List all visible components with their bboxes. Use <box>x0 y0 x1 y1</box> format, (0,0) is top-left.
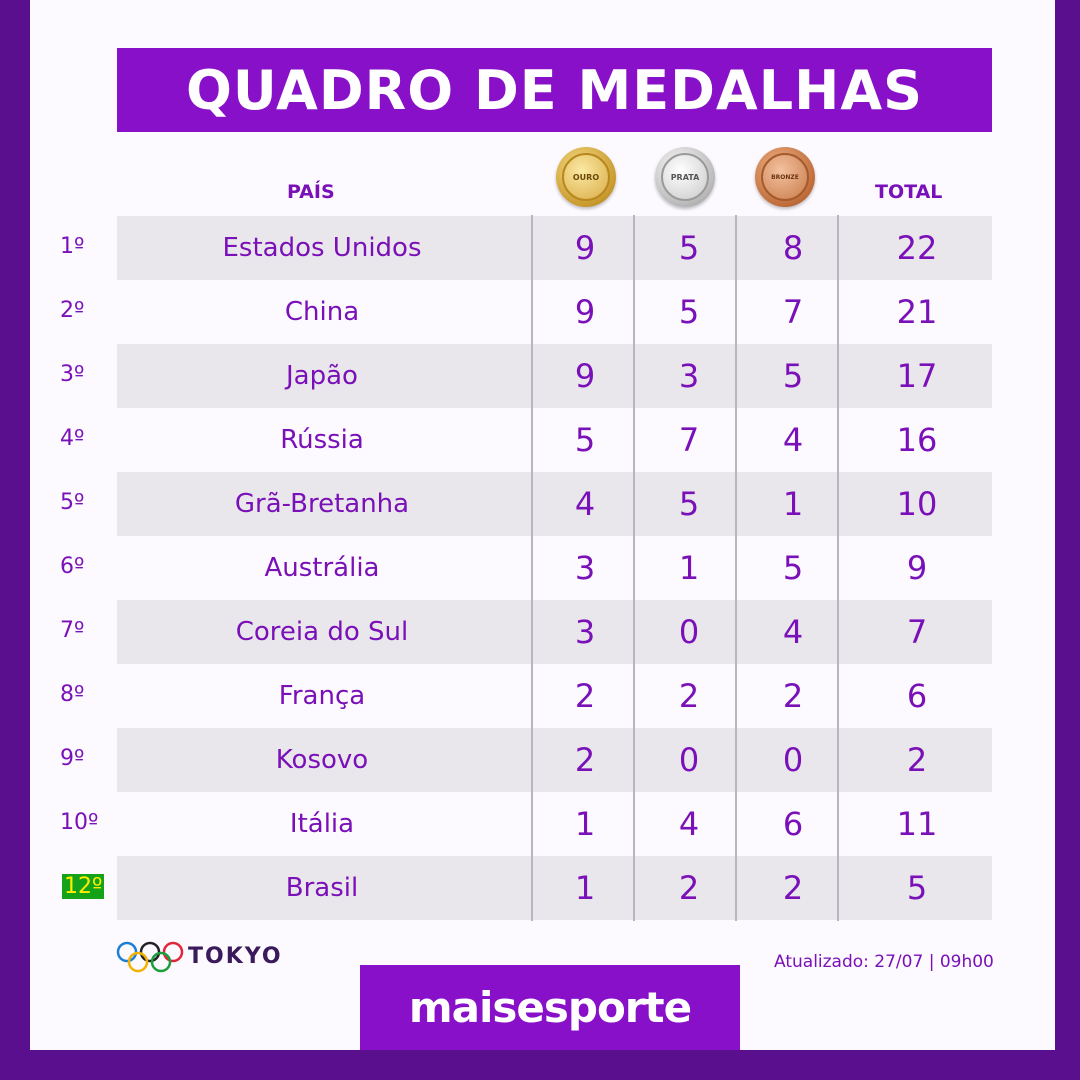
rank-label: 2º <box>60 298 85 323</box>
total-count: 5 <box>906 869 928 907</box>
table-row: Coreia do Sul 3 0 4 7 <box>117 600 992 664</box>
total-count: 6 <box>906 677 928 715</box>
bronze-count: 4 <box>782 421 804 459</box>
silver-medal-icon: PRATA <box>655 147 715 207</box>
total-count: 10 <box>896 485 938 523</box>
table-row: Grã-Bretanha 4 5 1 10 <box>117 472 992 536</box>
gold-count: 2 <box>574 741 596 779</box>
total-count: 2 <box>906 741 928 779</box>
brand-banner: maisesporte <box>360 965 740 1050</box>
gold-count: 5 <box>574 421 596 459</box>
silver-count: 5 <box>678 485 700 523</box>
gold-count: 9 <box>574 229 596 267</box>
silver-count: 5 <box>678 293 700 331</box>
table-row: Kosovo 2 0 0 2 <box>117 728 992 792</box>
table-row: Japão 9 3 5 17 <box>117 344 992 408</box>
gold-count: 3 <box>574 549 596 587</box>
rank-label: 7º <box>60 618 85 643</box>
table-row: China 9 5 7 21 <box>117 280 992 344</box>
total-column-header: TOTAL <box>875 181 943 203</box>
bronze-count: 8 <box>782 229 804 267</box>
gold-medal-label: OURO <box>562 153 610 201</box>
brand-logo-text: maisesporte <box>408 983 692 1032</box>
silver-count: 2 <box>678 869 700 907</box>
total-count: 16 <box>896 421 938 459</box>
gold-medal-icon: OURO <box>556 147 616 207</box>
total-count: 22 <box>896 229 938 267</box>
silver-count: 4 <box>678 805 700 843</box>
silver-count: 2 <box>678 677 700 715</box>
bronze-count: 6 <box>782 805 804 843</box>
country-name: Itália <box>289 809 355 839</box>
title-banner: QUADRO DE MEDALHAS <box>117 48 992 132</box>
gold-count: 4 <box>574 485 596 523</box>
country-name: França <box>278 681 366 711</box>
bronze-count: 0 <box>782 741 804 779</box>
total-count: 21 <box>896 293 938 331</box>
country-name: China <box>284 297 360 327</box>
gold-count: 1 <box>574 805 596 843</box>
bronze-count: 1 <box>782 485 804 523</box>
event-name: TOKYO <box>188 944 283 969</box>
table-row: Estados Unidos 9 5 8 22 <box>117 216 992 280</box>
gold-count: 9 <box>574 293 596 331</box>
silver-count: 7 <box>678 421 700 459</box>
gold-count: 3 <box>574 613 596 651</box>
column-divider <box>837 215 839 921</box>
rank-label: 4º <box>60 426 85 451</box>
bronze-count: 2 <box>782 677 804 715</box>
total-count: 7 <box>906 613 928 651</box>
bronze-count: 5 <box>782 357 804 395</box>
total-count: 11 <box>896 805 938 843</box>
silver-count: 3 <box>678 357 700 395</box>
country-name: Japão <box>286 361 358 391</box>
bronze-count: 2 <box>782 869 804 907</box>
column-divider <box>633 215 635 921</box>
rank-label: 9º <box>60 746 85 771</box>
gold-count: 9 <box>574 357 596 395</box>
rank-label: 3º <box>60 362 85 387</box>
bronze-count: 5 <box>782 549 804 587</box>
bronze-medal-icon: BRONZE <box>755 147 815 207</box>
table-row: Brasil 1 2 2 5 <box>117 856 992 920</box>
column-divider <box>735 215 737 921</box>
table-row: Rússia 5 7 4 16 <box>117 408 992 472</box>
gold-count: 2 <box>574 677 596 715</box>
country-name: Rússia <box>280 425 364 455</box>
total-count: 17 <box>896 357 938 395</box>
updated-timestamp: Atualizado: 27/07 | 09h00 <box>774 952 994 972</box>
country-name: Austrália <box>264 553 380 583</box>
table-row: Austrália 3 1 5 9 <box>117 536 992 600</box>
rank-label: 6º <box>60 554 85 579</box>
table-row: França 2 2 2 6 <box>117 664 992 728</box>
silver-count: 0 <box>678 613 700 651</box>
silver-medal-label: PRATA <box>661 153 709 201</box>
silver-count: 5 <box>678 229 700 267</box>
silver-count: 0 <box>678 741 700 779</box>
rank-label: 12º <box>62 874 105 899</box>
country-name: Kosovo <box>275 745 369 775</box>
rank-label: 1º <box>60 234 85 259</box>
page-title: QUADRO DE MEDALHAS <box>185 58 924 122</box>
column-divider <box>531 215 533 921</box>
rank-label: 10º <box>60 810 99 835</box>
bronze-medal-label: BRONZE <box>761 153 809 201</box>
total-count: 9 <box>906 549 928 587</box>
rank-label: 5º <box>60 490 85 515</box>
country-name: Coreia do Sul <box>235 617 409 647</box>
silver-count: 1 <box>678 549 700 587</box>
table-row: Itália 1 4 6 11 <box>117 792 992 856</box>
bronze-count: 7 <box>782 293 804 331</box>
gold-count: 1 <box>574 869 596 907</box>
olympic-rings-icon <box>116 941 184 973</box>
country-name: Grã-Bretanha <box>234 489 410 519</box>
rank-label: 8º <box>60 682 85 707</box>
country-name: Estados Unidos <box>222 233 422 263</box>
bronze-count: 4 <box>782 613 804 651</box>
country-column-header: PAÍS <box>287 181 335 203</box>
country-name: Brasil <box>285 873 359 903</box>
